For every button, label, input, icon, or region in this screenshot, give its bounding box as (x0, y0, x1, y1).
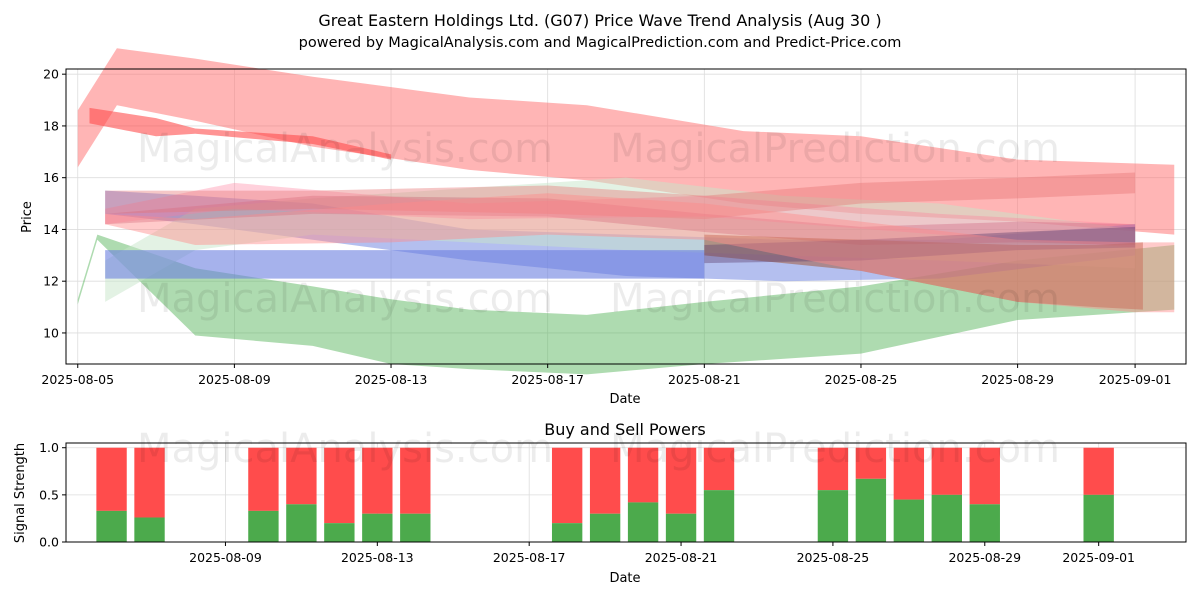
sell-power-bar (400, 447, 431, 514)
red-upper-band (77, 48, 1175, 235)
date-x-ticks-top: 2025-08-05 2025-08-09 2025-08-13 2025-08-17… (41, 364, 1171, 387)
sell-power-bar (248, 447, 279, 511)
sell-power-bar (817, 447, 849, 491)
watermark-analysis-bottom: MagicalAnalysis.com (137, 426, 553, 472)
date-tick-label: 2025-08-25 (825, 372, 898, 387)
signal-x-label: Date (609, 571, 640, 586)
chart-subtitle: powered by MagicalAnalysis.com and Magic… (299, 35, 902, 51)
price-trend-lines (89, 107, 392, 160)
buy-power-bar (96, 510, 127, 542)
signal-y-tick-label: 1.0 (39, 440, 59, 455)
sell-power-bar (931, 447, 962, 495)
buy-power-bar (893, 499, 925, 542)
sell-power-bar (1083, 447, 1114, 495)
sell-power-bar (362, 447, 393, 514)
signal-date-tick-label: 2025-09-01 (1062, 550, 1135, 565)
sell-power-bar (286, 447, 317, 505)
signal-y-ticks: 0.0 0.5 1.0 (39, 440, 66, 550)
buy-power-bar (134, 517, 165, 542)
sell-power-bar (855, 447, 887, 479)
flat-blue-bar (105, 250, 705, 279)
price-y-tick-label: 20 (43, 67, 59, 82)
signal-date-tick-label: 2025-08-25 (797, 550, 870, 565)
date-tick-label: 2025-08-13 (355, 372, 428, 387)
sell-power-bar (589, 447, 621, 514)
price-y-label: Price (20, 201, 35, 233)
price-y-tick-label: 14 (43, 222, 59, 237)
buy-power-bar (400, 513, 431, 542)
buy-power-bar (248, 510, 279, 542)
watermark-prediction-top: MagicalPrediction.com (610, 126, 1060, 172)
brown-band (704, 234, 1143, 310)
sell-power-bar (969, 447, 1000, 505)
red-fade-band (105, 193, 1175, 313)
buy-power-bar (931, 494, 962, 542)
date-tick-label: 2025-08-17 (511, 372, 584, 387)
sell-power-bar (893, 447, 925, 500)
buy-power-bar (1083, 494, 1114, 542)
signal-title: Buy and Sell Powers (544, 420, 706, 439)
signal-date-tick-label: 2025-08-29 (948, 550, 1021, 565)
watermark-prediction-mid: MagicalPrediction.com (610, 276, 1060, 322)
watermark-analysis-mid: MagicalAnalysis.com (137, 276, 553, 322)
signal-date-tick-label: 2025-08-17 (493, 550, 566, 565)
price-wave-panel: MagicalAnalysis.com MagicalPrediction.co… (20, 48, 1187, 407)
sell-power-bar (96, 447, 127, 511)
buy-power-bar (286, 504, 317, 542)
green-lower-band (77, 234, 1175, 375)
price-axes-frame (65, 68, 1187, 365)
signal-date-tick-label: 2025-08-09 (189, 550, 262, 565)
price-y-tick-label: 10 (43, 325, 59, 340)
price-y-ticks: 10 12 14 16 18 20 (43, 67, 66, 340)
price-y-tick-label: 12 (43, 274, 59, 289)
signal-date-tick-label: 2025-08-13 (341, 550, 414, 565)
price-y-tick-label: 16 (43, 170, 59, 185)
sell-power-bar (324, 447, 355, 524)
buy-power-bar (817, 490, 849, 542)
red-trend-line (89, 107, 392, 160)
buy-power-bar (627, 502, 659, 542)
rose-band (105, 172, 1136, 220)
watermark-prediction-bottom: MagicalPrediction.com (610, 426, 1060, 472)
signal-bars (96, 447, 1114, 542)
signal-date-tick-label: 2025-08-21 (645, 550, 718, 565)
price-x-label: Date (609, 392, 640, 407)
buy-power-bar (969, 504, 1000, 542)
signal-panel: Buy and Sell Powers MagicalAnalysis.com … (13, 420, 1187, 586)
dark-purple-band (704, 226, 1136, 264)
signal-y-label: Signal Strength (13, 443, 28, 543)
mauve-band (105, 195, 1136, 245)
price-y-tick-label: 18 (43, 118, 59, 133)
watermark-analysis-top: MagicalAnalysis.com (137, 126, 553, 172)
buy-power-bar (589, 513, 621, 542)
date-x-ticks-bottom: 2025-08-09 2025-08-13 2025-08-17 2025-08-21… (189, 542, 1135, 565)
chart-title: Great Eastern Holdings Ltd. (G07) Price … (318, 11, 881, 30)
buy-power-bar (703, 490, 735, 542)
sell-power-bar (551, 447, 583, 524)
buy-power-bar (551, 523, 583, 542)
buy-power-bar (362, 513, 393, 542)
signal-axes-frame (65, 442, 1187, 543)
buy-power-bar (324, 523, 355, 542)
date-tick-label: 2025-09-01 (1099, 372, 1172, 387)
sell-power-bar (134, 447, 165, 518)
signal-y-tick-label: 0.5 (39, 487, 59, 502)
signal-y-tick-label: 0.0 (39, 535, 59, 550)
sell-power-bar (627, 447, 659, 503)
price-bands (77, 48, 1175, 375)
date-tick-label: 2025-08-05 (41, 372, 114, 387)
buy-power-bar (665, 513, 697, 542)
pale-green-band (105, 177, 1136, 302)
date-tick-label: 2025-08-29 (981, 372, 1054, 387)
sell-power-bar (665, 447, 697, 514)
date-tick-label: 2025-08-21 (668, 372, 741, 387)
date-tick-label: 2025-08-09 (198, 372, 271, 387)
sell-power-bar (703, 447, 735, 491)
pink-band (105, 182, 1136, 248)
buy-power-bar (855, 478, 887, 542)
